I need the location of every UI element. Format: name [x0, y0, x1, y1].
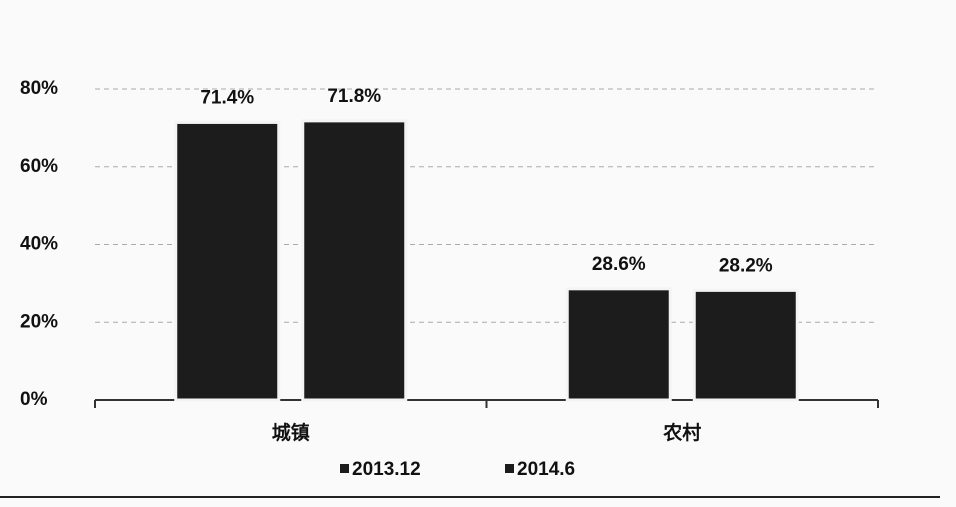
- legend-swatch: [505, 464, 514, 473]
- bar: [692, 288, 799, 402]
- data-label: 28.2%: [719, 255, 773, 276]
- x-tick-label: 城镇: [272, 421, 310, 444]
- y-tick-label: 40%: [20, 234, 58, 255]
- legend-swatch: [340, 464, 349, 473]
- y-tick-label: 0%: [20, 389, 48, 410]
- data-label: 71.4%: [200, 87, 254, 108]
- y-tick-label: 20%: [20, 311, 58, 332]
- bar: [301, 119, 408, 402]
- data-label: 28.6%: [592, 254, 646, 275]
- bar: [174, 120, 281, 402]
- data-label: 71.8%: [327, 86, 381, 107]
- bar: [565, 287, 672, 402]
- legend-label: 2013.12: [352, 459, 421, 480]
- y-tick-label: 60%: [20, 156, 58, 177]
- legend-label: 2014.6: [517, 459, 575, 480]
- x-tick-label: 农村: [662, 421, 701, 444]
- y-tick-label: 80%: [20, 78, 58, 99]
